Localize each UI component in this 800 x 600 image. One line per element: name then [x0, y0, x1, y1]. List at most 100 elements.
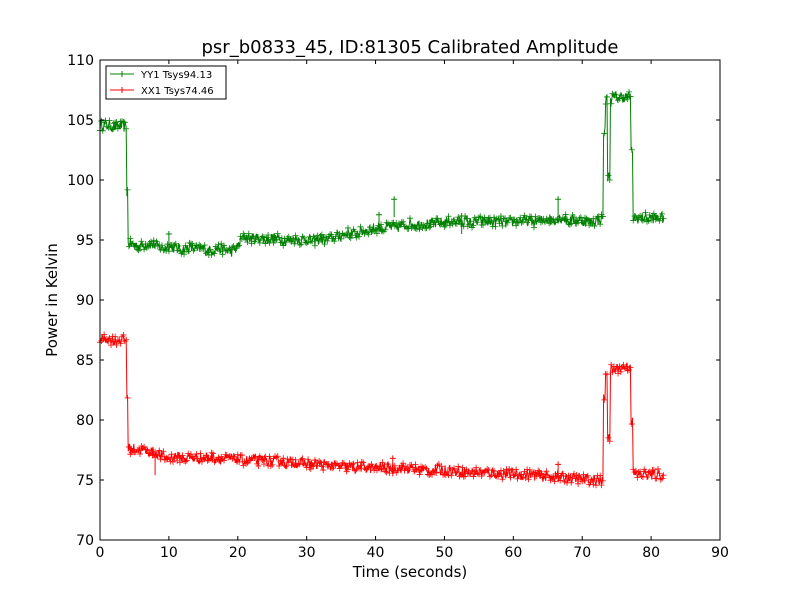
data-point-marker [426, 224, 433, 231]
data-point-marker [584, 216, 591, 223]
data-point-marker [605, 434, 612, 441]
data-point-marker [234, 451, 241, 458]
data-point-marker [258, 456, 265, 463]
data-point-marker [434, 462, 441, 469]
data-point-marker [360, 459, 367, 466]
data-point-marker [559, 470, 566, 477]
y-tick-label: 95 [76, 233, 94, 249]
data-point-marker [495, 473, 502, 480]
data-point-marker [256, 453, 263, 460]
data-point-marker [477, 466, 484, 473]
data-point-marker [645, 469, 652, 476]
data-point-marker [223, 451, 230, 458]
data-point-marker [401, 467, 408, 474]
data-point-marker [233, 456, 240, 463]
data-point-marker [329, 465, 336, 472]
data-point-marker [429, 471, 436, 478]
data-point-marker [185, 248, 192, 255]
data-point-marker [271, 237, 278, 244]
data-point-marker [599, 477, 606, 484]
series-yy1 [97, 88, 667, 258]
data-point-marker [637, 212, 644, 219]
data-point-marker [577, 476, 584, 483]
data-point-marker [606, 438, 613, 445]
data-point-marker [657, 476, 664, 483]
data-point-marker [604, 371, 611, 378]
data-point-marker [101, 331, 108, 338]
data-point-marker [643, 218, 650, 225]
data-point-marker [203, 452, 210, 459]
data-point-marker [314, 232, 321, 239]
data-point-marker [382, 468, 389, 475]
data-point-marker [602, 100, 609, 107]
data-point-marker [116, 123, 123, 130]
data-point-marker [513, 466, 520, 473]
data-point-marker [448, 472, 455, 479]
data-point-marker [444, 219, 451, 226]
data-point-marker [347, 462, 354, 469]
data-point-marker [141, 443, 148, 450]
data-point-marker [245, 230, 252, 237]
data-point-marker [660, 472, 667, 479]
data-point-marker [529, 217, 536, 224]
data-point-marker [446, 222, 453, 229]
data-point-marker [504, 219, 511, 226]
x-tick-label: 20 [229, 545, 247, 561]
data-point-marker [535, 467, 542, 474]
data-point-marker [566, 221, 573, 228]
data-point-marker [423, 225, 430, 232]
data-point-marker [194, 455, 201, 462]
data-point-marker [232, 457, 239, 464]
data-point-marker [467, 218, 474, 225]
data-point-marker [568, 479, 575, 486]
data-point-marker [580, 219, 587, 226]
data-point-marker [335, 462, 342, 469]
data-point-marker [266, 453, 273, 460]
data-point-marker [635, 468, 642, 475]
data-point-marker [320, 467, 327, 474]
data-point-marker [249, 454, 256, 461]
data-point-marker [610, 363, 617, 370]
data-point-marker [152, 448, 159, 455]
spike-point [389, 455, 396, 477]
data-point-marker [601, 396, 608, 403]
data-point-marker [335, 235, 342, 242]
data-point-marker [623, 363, 630, 370]
data-point-marker [229, 455, 236, 462]
data-point-marker [131, 243, 138, 250]
data-point-marker [143, 446, 150, 453]
data-point-marker [615, 97, 622, 104]
data-point-marker [300, 234, 307, 241]
data-point-marker [451, 465, 458, 472]
data-point-marker [579, 478, 586, 485]
data-point-marker [393, 219, 400, 226]
data-point-marker [525, 217, 532, 224]
y-tick-label: 80 [76, 413, 94, 429]
data-point-marker [176, 459, 183, 466]
data-point-marker [316, 457, 323, 464]
data-point-marker [639, 217, 646, 224]
data-point-marker [364, 464, 371, 471]
data-point-marker [154, 243, 161, 250]
data-point-marker [566, 474, 573, 481]
data-point-marker [573, 472, 580, 479]
series-xx1 [97, 331, 667, 489]
x-axis-label: Time (seconds) [352, 563, 468, 581]
data-point-marker [263, 457, 270, 464]
data-point-marker [453, 468, 460, 475]
data-point-marker [332, 462, 339, 469]
data-point-marker [624, 367, 631, 374]
data-point-marker [125, 243, 132, 250]
data-point-marker [260, 461, 267, 468]
data-point-marker [474, 219, 481, 226]
data-point-marker [269, 461, 276, 468]
data-point-marker [267, 463, 274, 470]
data-point-marker [147, 238, 154, 245]
data-point-marker [506, 465, 513, 472]
data-point-marker [626, 367, 633, 374]
series-layer [97, 88, 667, 489]
data-point-marker [395, 465, 402, 472]
data-point-marker [135, 247, 142, 254]
data-point-marker [182, 242, 189, 249]
data-point-marker [660, 215, 667, 222]
